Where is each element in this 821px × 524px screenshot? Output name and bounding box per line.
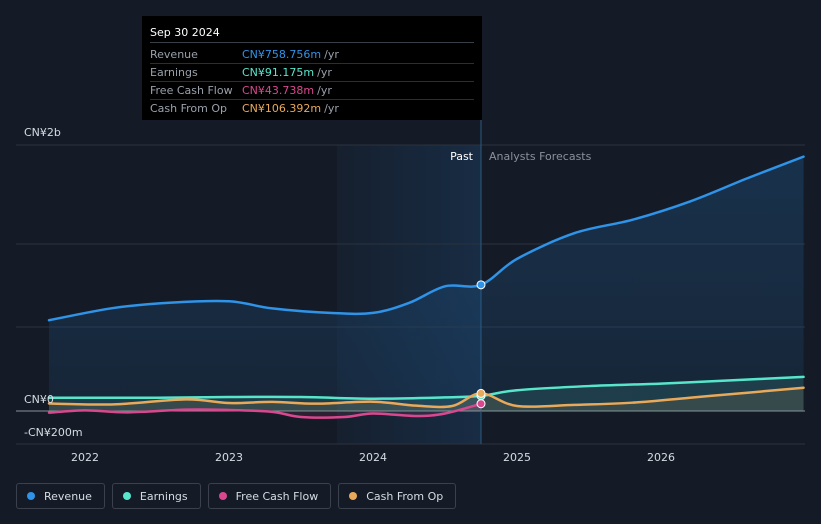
- tooltip-row-earnings: Earnings CN¥91.175m /yr: [150, 64, 474, 82]
- legend-label: Revenue: [44, 489, 92, 503]
- forecast-label: Analysts Forecasts: [489, 150, 592, 163]
- legend-label: Earnings: [139, 489, 188, 503]
- legend-dot-icon: [218, 492, 227, 500]
- tooltip-label: Free Cash Flow: [150, 84, 233, 97]
- cash-from-op-marker: [476, 388, 486, 398]
- tooltip-value: CN¥758.756m: [242, 48, 322, 61]
- legend-item-earnings[interactable]: Earnings: [111, 483, 201, 509]
- legend-label: Free Cash Flow: [235, 489, 319, 503]
- x-tick-label: 2023: [215, 451, 243, 464]
- tooltip-unit: /yr: [324, 48, 339, 61]
- past-label: Past: [450, 150, 474, 163]
- legend: Revenue Earnings Free Cash Flow Cash Fro…: [16, 483, 457, 509]
- tooltip-unit: /yr: [317, 84, 332, 97]
- cash-from-op-area: [49, 387, 804, 411]
- x-tick-label: 2022: [71, 451, 99, 464]
- legend-item-revenue[interactable]: Revenue: [16, 483, 105, 509]
- free-cash-flow-line: [47, 402, 483, 419]
- revenue-line: [47, 155, 805, 322]
- tooltip: Sep 30 2024 Revenue CN¥758.756m /yr Earn…: [142, 16, 482, 120]
- legend-item-cash-from-op[interactable]: Cash From Op: [338, 483, 457, 509]
- tooltip-row-cash-from-op: Cash From Op CN¥106.392m /yr: [150, 100, 474, 117]
- tooltip-row-free-cash-flow: Free Cash Flow CN¥43.738m /yr: [150, 82, 474, 100]
- cash-from-op-line: [47, 386, 805, 409]
- legend-item-free-cash-flow[interactable]: Free Cash Flow: [207, 483, 332, 509]
- x-tick-label: 2025: [503, 451, 531, 464]
- tooltip-label: Earnings: [150, 66, 198, 79]
- tooltip-unit: /yr: [324, 102, 339, 115]
- revenue-area: [49, 156, 804, 411]
- x-tick-label: 2026: [647, 451, 675, 464]
- free-cash-flow-marker: [476, 399, 486, 409]
- y-tick-label: CN¥2b: [24, 126, 61, 139]
- y-tick-label: -CN¥200m: [24, 426, 83, 439]
- tooltip-value: CN¥91.175m: [242, 66, 315, 79]
- tooltip-label: Revenue: [150, 48, 198, 61]
- tooltip-date: Sep 30 2024: [150, 24, 474, 43]
- tooltip-value: CN¥43.738m: [242, 84, 315, 97]
- tooltip-value: CN¥106.392m: [242, 102, 322, 115]
- x-tick-label: 2024: [359, 451, 387, 464]
- tooltip-row-revenue: Revenue CN¥758.756m /yr: [150, 46, 474, 64]
- legend-dot-icon: [27, 492, 35, 500]
- y-tick-label: CN¥0: [24, 393, 54, 406]
- tooltip-unit: /yr: [317, 66, 332, 79]
- revenue-marker: [476, 280, 486, 290]
- earnings-line: [47, 375, 805, 400]
- legend-label: Cash From Op: [366, 489, 444, 503]
- tooltip-label: Cash From Op: [150, 102, 228, 115]
- legend-dot-icon: [349, 492, 358, 500]
- legend-dot-icon: [122, 492, 131, 500]
